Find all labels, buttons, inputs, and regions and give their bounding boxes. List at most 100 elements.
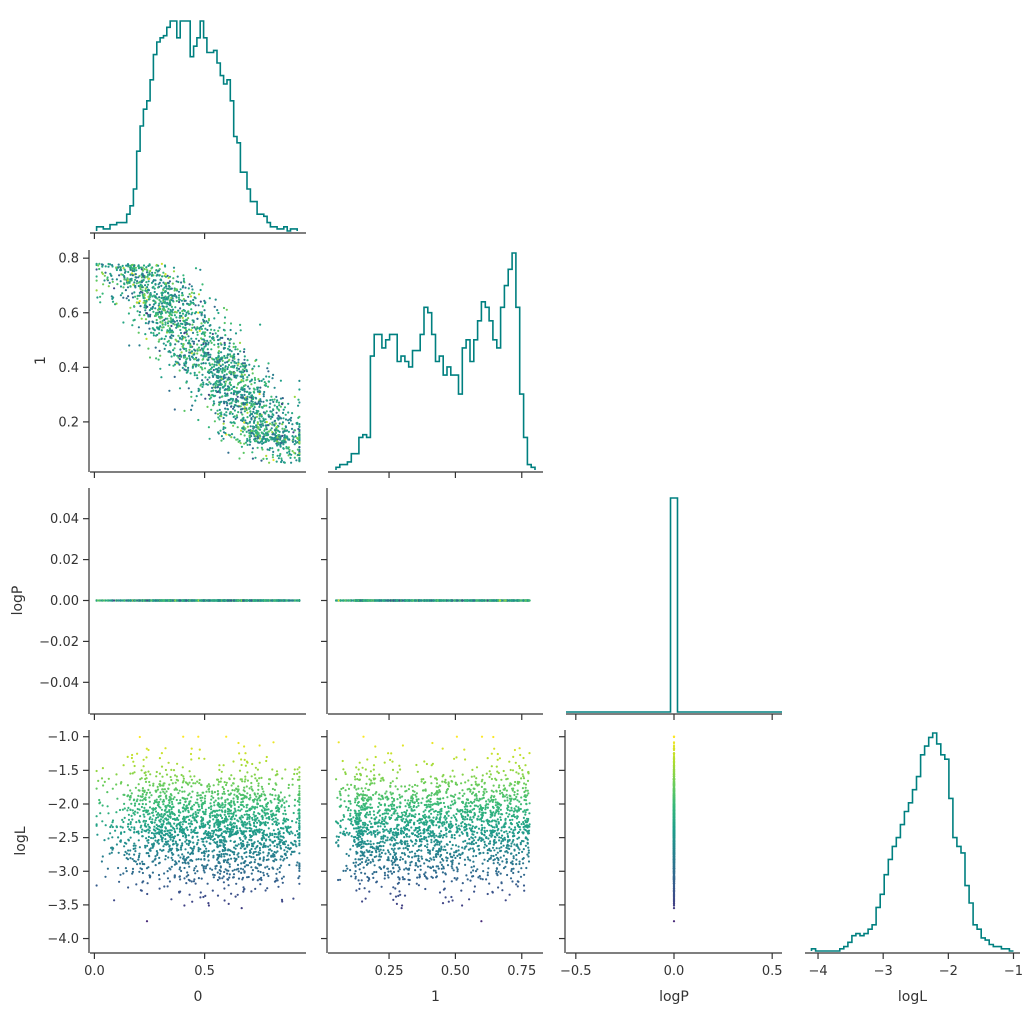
scatter-point xyxy=(216,409,219,412)
scatter-point xyxy=(217,329,220,332)
scatter-point xyxy=(250,405,253,408)
scatter-point xyxy=(262,395,265,398)
scatter-point xyxy=(103,279,106,282)
scatter-point xyxy=(226,385,230,388)
scatter-point xyxy=(219,429,222,432)
scatter-point xyxy=(125,297,128,300)
scatter-point xyxy=(118,265,122,268)
scatter-point xyxy=(250,394,253,397)
scatter-point xyxy=(266,367,269,370)
scatter-point xyxy=(102,283,105,286)
scatter-point xyxy=(178,311,182,314)
scatter-point xyxy=(160,284,163,287)
scatter-point xyxy=(151,327,154,330)
scatter-point xyxy=(243,393,246,396)
scatter-point xyxy=(243,442,246,445)
scatter-point xyxy=(170,355,173,358)
scatter-point xyxy=(268,448,271,452)
scatter-point xyxy=(298,429,301,433)
scatter-point xyxy=(243,410,246,413)
scatter-point xyxy=(95,268,98,271)
scatter-point xyxy=(153,294,156,297)
scatter-point xyxy=(169,313,172,316)
scatter-point xyxy=(154,599,157,602)
scatter-point xyxy=(181,316,184,319)
scatter-point xyxy=(165,287,168,290)
scatter-point xyxy=(95,289,98,292)
scatter-point xyxy=(188,303,191,306)
scatter-point xyxy=(209,364,212,367)
scatter-point xyxy=(194,297,197,300)
scatter-point xyxy=(183,347,186,351)
scatter-point xyxy=(203,334,206,337)
scatter-point xyxy=(228,349,231,352)
scatter-point xyxy=(194,365,197,368)
scatter-point xyxy=(217,352,220,355)
scatter-point xyxy=(166,317,169,320)
scatter-point xyxy=(220,411,223,414)
scatter-point xyxy=(212,389,215,392)
scatter-point xyxy=(158,349,161,352)
scatter-point xyxy=(188,283,191,286)
scatter-point xyxy=(157,264,160,267)
scatter-point xyxy=(174,306,177,309)
scatter-point xyxy=(197,389,200,393)
scatter-point xyxy=(197,339,200,342)
scatter-point xyxy=(198,311,202,314)
scatter-point xyxy=(164,321,167,324)
scatter-point xyxy=(125,264,128,267)
scatter-point xyxy=(201,599,204,602)
scatter-point xyxy=(156,270,159,273)
scatter-point xyxy=(256,422,259,425)
scatter-point xyxy=(251,412,254,416)
scatter-point xyxy=(267,380,271,383)
scatter-point xyxy=(127,299,130,302)
scatter-point xyxy=(189,342,192,345)
scatter-point xyxy=(227,388,231,391)
scatter-point xyxy=(178,363,181,366)
scatter-point xyxy=(142,301,145,304)
scatter-point xyxy=(201,305,204,308)
scatter-point xyxy=(162,307,165,310)
scatter-point xyxy=(144,287,147,290)
scatter-point xyxy=(258,412,262,415)
scatter-point xyxy=(141,279,144,282)
scatter-point xyxy=(191,326,194,329)
scatter-point xyxy=(291,412,294,415)
scatter-point xyxy=(143,314,146,317)
scatter-point xyxy=(174,343,177,346)
scatter-point xyxy=(240,393,243,396)
scatter-point xyxy=(206,348,209,351)
scatter-point xyxy=(277,429,280,432)
scatter-point xyxy=(175,288,179,291)
scatter-point xyxy=(180,342,183,345)
scatter-point xyxy=(202,350,205,353)
scatter-point xyxy=(129,285,132,288)
scatter-point xyxy=(220,377,223,380)
scatter-point xyxy=(226,366,230,369)
scatter-point xyxy=(251,429,254,433)
scatter-point xyxy=(235,367,238,370)
scatter-point xyxy=(214,394,217,397)
scatter-point xyxy=(185,313,188,317)
scatter-point xyxy=(213,343,216,346)
scatter-point xyxy=(271,421,274,424)
scatter-point xyxy=(298,452,301,455)
scatter-point xyxy=(184,323,187,327)
scatter-point xyxy=(241,427,244,430)
scatter-point xyxy=(151,271,154,274)
scatter-point xyxy=(207,393,210,396)
scatter-point xyxy=(192,340,196,343)
scatter-point xyxy=(262,457,265,460)
scatter-point xyxy=(192,302,195,305)
scatter-point xyxy=(213,339,216,342)
scatter-point xyxy=(261,406,264,409)
scatter-point xyxy=(200,332,203,335)
scatter-point xyxy=(165,305,168,308)
scatter-point xyxy=(222,437,225,440)
scatter-point xyxy=(202,383,205,386)
scatter-point xyxy=(144,599,147,602)
scatter-point xyxy=(202,324,205,327)
scatter-point xyxy=(246,416,249,419)
scatter-point xyxy=(133,291,136,294)
